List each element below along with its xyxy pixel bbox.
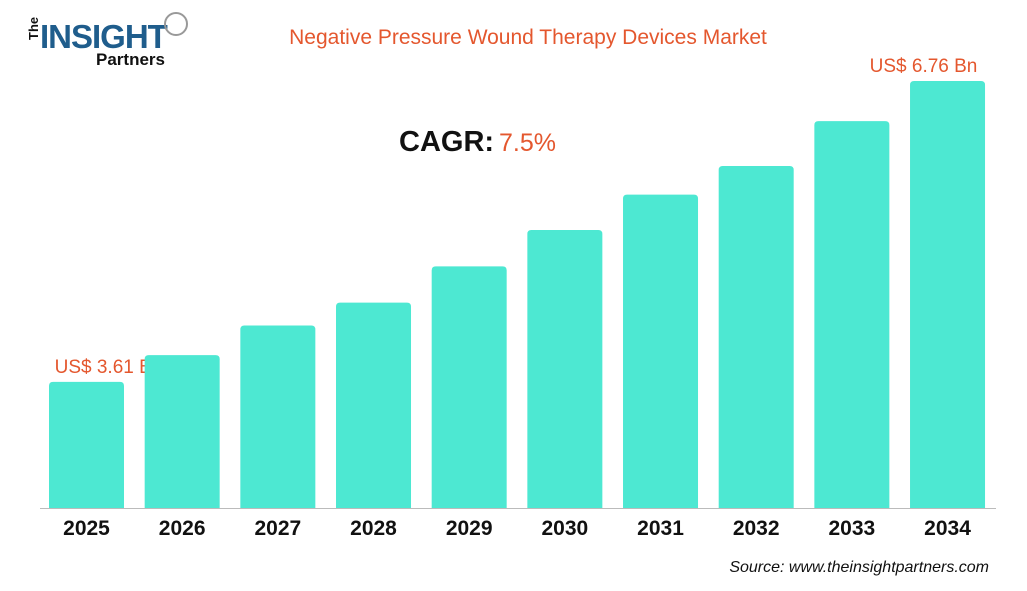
bar-2030 [527, 230, 603, 508]
source-note: Source: www.theinsightpartners.com [729, 559, 989, 576]
bar-2025 [49, 381, 124, 508]
bar-2034 [910, 81, 986, 508]
x-tick-label-2030: 2030 [541, 517, 588, 540]
bar-2033 [814, 121, 890, 509]
data-label-2034: US$ 6.76 Bn [870, 56, 978, 77]
x-tick-label-2025: 2025 [63, 517, 110, 540]
bar-2029 [431, 266, 507, 508]
bar-2027 [240, 325, 316, 508]
x-tick-label-2032: 2032 [733, 517, 780, 540]
x-tick-label-2026: 2026 [159, 517, 206, 540]
x-tick-label-2034: 2034 [924, 517, 971, 540]
data-label-2025: US$ 3.61 Bn [55, 357, 163, 378]
x-tick-label-2028: 2028 [350, 517, 397, 540]
chart-title: Negative Pressure Wound Therapy Devices … [289, 26, 767, 49]
bar-2028 [336, 302, 412, 508]
x-tick-label-2033: 2033 [829, 517, 876, 540]
bar-2031 [623, 194, 699, 509]
bar-2032 [718, 166, 794, 509]
x-tick-label-2027: 2027 [254, 517, 301, 540]
x-tick-label-2029: 2029 [446, 517, 493, 540]
cagr-label: CAGR: [399, 126, 495, 158]
x-tick-label-2031: 2031 [637, 517, 684, 540]
cagr-value: 7.5% [499, 129, 556, 157]
the-insight-partners-logo: The INSIGHT Partners [24, 10, 194, 70]
bar-2026 [144, 355, 220, 508]
